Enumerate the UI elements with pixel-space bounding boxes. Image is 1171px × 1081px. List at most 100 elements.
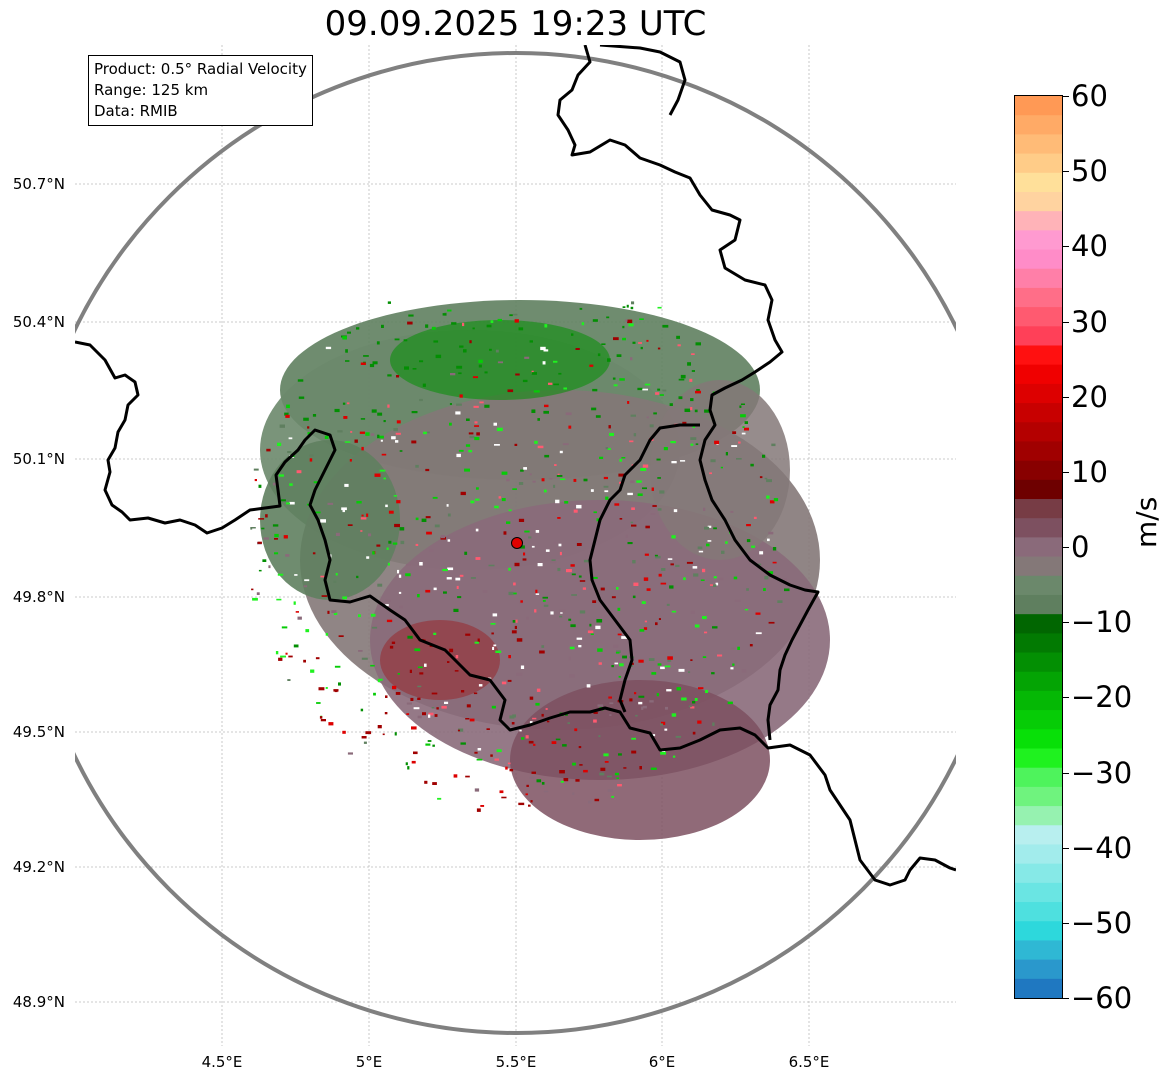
echo-bin [415, 517, 419, 521]
echo-bin [413, 751, 418, 755]
radar-map[interactable] [75, 45, 956, 1046]
echo-bin [663, 447, 668, 451]
echo-bin [712, 722, 715, 726]
echo-bin [769, 500, 775, 504]
echo-bin [671, 535, 676, 539]
echo-bin [771, 443, 776, 447]
echo-bin [342, 730, 346, 734]
echo-bin [476, 487, 479, 490]
echo-bin [382, 733, 385, 736]
echo-bin [764, 575, 769, 580]
echo-bin [491, 705, 496, 709]
echo-bin [560, 610, 563, 614]
echo-bin [365, 731, 372, 735]
colorbar-segment [1015, 537, 1062, 558]
echo-bin [406, 563, 411, 566]
colorbar-tick-label: 30 [1071, 304, 1108, 339]
echo-bin [469, 340, 472, 344]
echo-bin [343, 416, 348, 419]
echo-bin [507, 679, 512, 682]
echo-bin [377, 725, 382, 729]
echo-bin [556, 475, 563, 477]
echo-bin [619, 663, 624, 667]
echo-bin [581, 322, 585, 326]
echo-bin [618, 473, 625, 477]
radar-site-marker[interactable] [511, 537, 523, 549]
echo-bin [411, 411, 418, 414]
echo-bin [320, 719, 326, 722]
echo-bin [741, 432, 746, 435]
echo-bin [528, 536, 532, 539]
echo-bin [347, 402, 350, 405]
echo-bin [597, 648, 603, 652]
lat-label-49-5: 49.5°N [12, 723, 65, 741]
echo-bin [434, 524, 440, 528]
echo-bin [379, 678, 383, 681]
echo-bin [466, 704, 471, 708]
echo-bin [442, 313, 447, 316]
echo-bin [295, 611, 299, 613]
echo-bin [641, 706, 644, 710]
echo-bin [590, 633, 594, 635]
echo-bin [665, 706, 668, 710]
colorbar-segment [1015, 786, 1062, 807]
echo-bin [607, 358, 611, 362]
echo-bin [531, 372, 537, 375]
echo-bin [649, 700, 654, 703]
echo-bin [342, 402, 346, 405]
echo-bin [473, 692, 478, 695]
echo-bin [499, 790, 504, 794]
echo-bin [691, 353, 695, 355]
echo-bin [496, 749, 502, 753]
colorbar-segment [1015, 172, 1062, 193]
echo-bin [595, 415, 601, 418]
echo-bin [398, 591, 402, 594]
echo-bin [495, 349, 499, 353]
echo-bin [630, 662, 634, 665]
echo-bin [725, 541, 728, 544]
echo-bin [509, 715, 515, 719]
echo-bin [690, 437, 697, 440]
echo-bin [473, 405, 479, 408]
echo-bin [496, 427, 503, 432]
colorbar-segment [1015, 518, 1062, 538]
echo-bin [673, 509, 678, 513]
echo-bin [309, 458, 313, 462]
echo-bin [544, 324, 548, 328]
radar-map-canvas[interactable] [75, 45, 956, 1046]
echo-bin [694, 409, 698, 413]
echo-bin [720, 466, 723, 469]
echo-bin [692, 731, 696, 735]
echo-bin [417, 666, 423, 669]
echo-bin [684, 408, 691, 412]
echo-bin [642, 388, 648, 391]
echo-bin [671, 713, 677, 717]
echo-bin [506, 521, 511, 524]
echo-bin [750, 463, 754, 467]
echo-bin [374, 473, 381, 477]
echo-bin [697, 720, 702, 724]
range-ring [75, 51, 956, 1035]
echo-bin [258, 518, 265, 520]
echo-bin [294, 574, 298, 576]
echo-bin [768, 531, 774, 535]
echo-bin [455, 655, 459, 659]
echo-bin [365, 432, 370, 436]
echo-bin [690, 706, 695, 709]
echo-bin [630, 521, 634, 524]
echo-bin [406, 702, 412, 705]
echo-bin [377, 678, 381, 683]
echo-bin [503, 531, 507, 535]
echo-bin [399, 605, 403, 609]
colorbar-segment [1015, 806, 1062, 826]
echo-bin [315, 657, 320, 660]
echo-bin [592, 319, 598, 322]
echo-bin [511, 630, 517, 634]
echo-bin [493, 422, 497, 426]
echo-bin [700, 579, 705, 581]
echo-bin [472, 376, 478, 379]
echo-bin [691, 370, 695, 372]
echo-bin [344, 441, 351, 443]
echo-bin [459, 345, 464, 348]
echo-bin [315, 511, 321, 514]
